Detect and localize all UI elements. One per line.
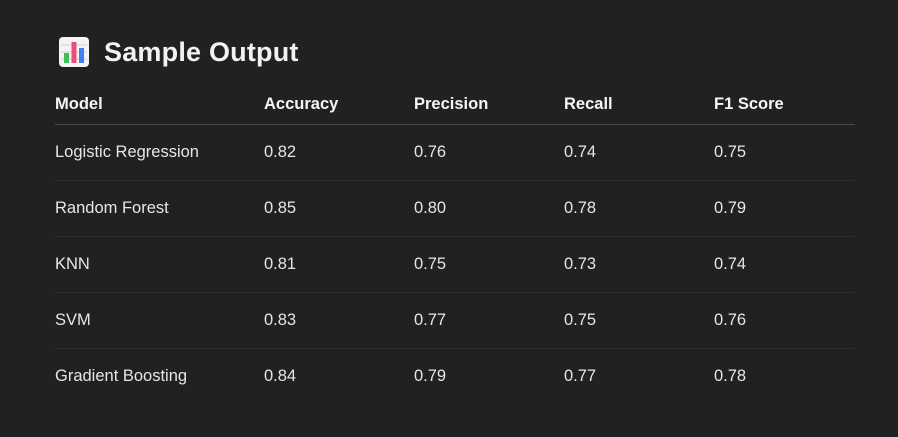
table-row: SVM 0.83 0.77 0.75 0.76 <box>55 292 855 349</box>
cell-recall: 0.73 <box>564 236 714 293</box>
cell-recall: 0.77 <box>564 367 597 385</box>
cell-model: SVM <box>55 292 264 349</box>
cell-precision: 0.75 <box>414 236 564 293</box>
page-title: Sample Output <box>104 36 299 67</box>
cell-precision: 0.80 <box>414 180 564 237</box>
table-header-row: Model Accuracy Precision Recall F1 Score <box>55 84 855 125</box>
column-header-precision: Precision <box>414 84 564 125</box>
cell-accuracy: 0.84 <box>264 367 297 385</box>
column-header-model: Model <box>55 84 264 125</box>
cell-accuracy: 0.83 <box>264 292 414 349</box>
column-header-f1-score: F1 Score <box>714 84 855 125</box>
cell-f1-score: 0.76 <box>714 292 855 349</box>
column-header-accuracy: Accuracy <box>264 84 414 125</box>
table-row: Logistic Regression 0.82 0.76 0.74 0.75 <box>55 124 855 181</box>
cell-accuracy: 0.85 <box>264 180 414 237</box>
cell-accuracy: 0.82 <box>264 124 414 181</box>
results-table: Model Accuracy Precision Recall F1 Score… <box>55 84 855 404</box>
cell-model: Gradient Boosting <box>55 367 188 385</box>
cell-accuracy: 0.81 <box>264 236 414 293</box>
cell-precision: 0.76 <box>414 124 564 181</box>
cell-f1-score: 0.75 <box>714 124 855 181</box>
cell-f1-score: 0.78 <box>714 367 747 385</box>
table-row: KNN 0.81 0.75 0.73 0.74 <box>55 236 855 293</box>
bar-chart-icon <box>59 37 89 67</box>
cell-recall: 0.78 <box>564 180 714 237</box>
section-heading: Sample Output <box>58 32 299 72</box>
cell-model: KNN <box>55 236 264 293</box>
cell-model: Logistic Regression <box>55 124 264 181</box>
cell-recall: 0.74 <box>564 124 714 181</box>
table-row: Gradient Boosting 0.84 0.79 0.77 0.78 <box>55 349 855 405</box>
cell-recall: 0.75 <box>564 292 714 349</box>
cell-f1-score: 0.79 <box>714 180 855 237</box>
column-header-recall: Recall <box>564 84 714 125</box>
cell-precision: 0.79 <box>414 367 447 385</box>
cell-f1-score: 0.74 <box>714 236 855 293</box>
table-row: Random Forest 0.85 0.80 0.78 0.79 <box>55 180 855 237</box>
cell-model: Random Forest <box>55 180 264 237</box>
cell-precision: 0.77 <box>414 292 564 349</box>
